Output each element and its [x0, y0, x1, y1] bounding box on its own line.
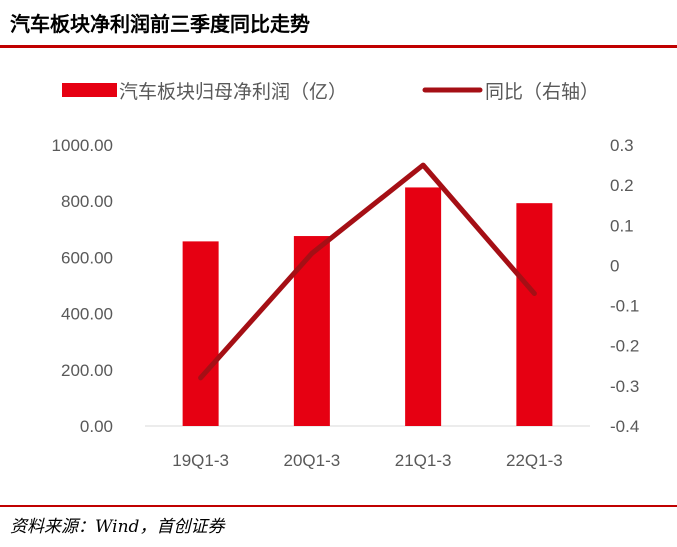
- y-right-tick-label: -0.1: [610, 297, 639, 316]
- x-tick-label: 20Q1-3: [284, 451, 341, 470]
- x-tick-label: 19Q1-3: [172, 451, 229, 470]
- y-right-tick-label: 0.2: [610, 176, 634, 195]
- y-left-tick-label: 0.00: [80, 417, 113, 436]
- bar: [405, 187, 442, 426]
- legend-label-line: 同比（右轴）: [485, 81, 599, 103]
- bar: [516, 203, 553, 426]
- x-tick-label: 21Q1-3: [395, 451, 452, 470]
- chart-title: 汽车板块净利润前三季度同比走势: [10, 12, 310, 36]
- legend-swatch-bar: [62, 83, 117, 97]
- y-left-tick-label: 1000.00: [52, 136, 113, 155]
- y-right-tick-label: -0.2: [610, 337, 639, 356]
- y-right-tick-label: 0.1: [610, 216, 634, 235]
- y-left-tick-label: 200.00: [61, 361, 113, 380]
- combo-chart: 汽车板块归母净利润（亿） 同比（右轴） 1000.00 800.00 600.00 4…: [52, 81, 640, 470]
- y-right-tick-label: 0: [610, 256, 619, 275]
- bottom-divider: [0, 505, 677, 507]
- series-line-yoy: [198, 162, 537, 381]
- top-divider: [0, 45, 677, 48]
- y-right-tick-label: -0.4: [610, 417, 639, 436]
- source-note: 资料来源：Wind，首创证券: [10, 517, 225, 537]
- bar: [182, 241, 219, 426]
- y-right-tick-label: 0.3: [610, 136, 634, 155]
- y-left-tick-label: 400.00: [61, 305, 113, 324]
- y-left-tick-label: 800.00: [61, 192, 113, 211]
- y-right-tick-label: -0.3: [610, 377, 639, 396]
- x-tick-label: 22Q1-3: [506, 451, 563, 470]
- legend-label-bar: 汽车板块归母净利润（亿）: [119, 81, 347, 103]
- legend: 汽车板块归母净利润（亿） 同比（右轴）: [62, 81, 599, 103]
- y-left-tick-label: 600.00: [61, 248, 113, 267]
